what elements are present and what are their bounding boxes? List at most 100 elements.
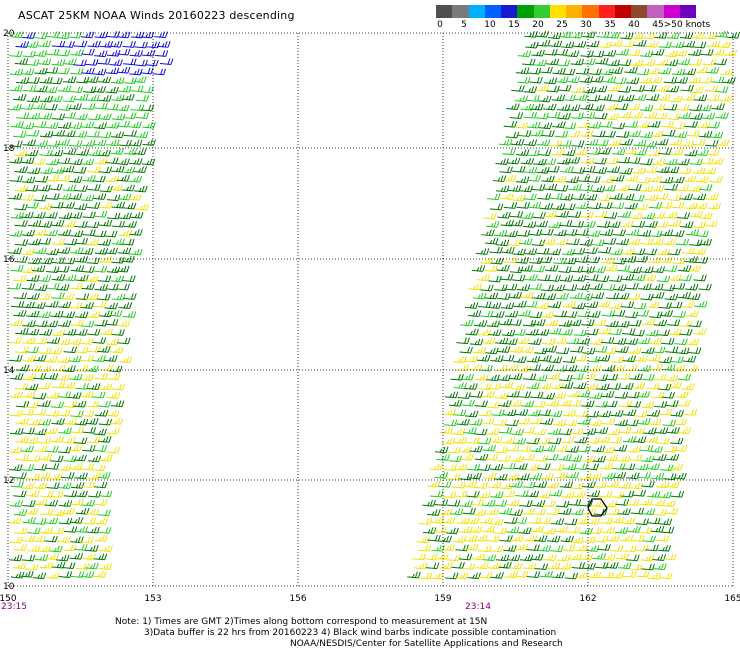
wind-barb — [671, 68, 686, 76]
wind-barb — [61, 507, 76, 515]
wind-barb — [453, 382, 467, 390]
wind-barb — [468, 283, 482, 291]
wind-barb — [135, 112, 149, 120]
wind-barb — [512, 166, 526, 173]
wind-barb — [564, 419, 578, 427]
wind-barb — [14, 166, 28, 173]
wind-barb — [626, 472, 640, 480]
wind-barb — [494, 284, 508, 292]
wind-barb — [653, 401, 668, 408]
wind-barb — [601, 446, 615, 454]
wind-barb — [128, 175, 143, 183]
wind-barb — [556, 104, 571, 111]
wind-barb — [94, 102, 108, 110]
wind-barb — [58, 571, 73, 578]
wind-barb — [56, 67, 70, 75]
wind-barb — [509, 481, 524, 488]
wind-barb — [439, 427, 454, 434]
wind-barb — [624, 121, 639, 128]
wind-barb — [680, 301, 695, 308]
wind-barb — [80, 571, 95, 578]
wind-barb — [664, 374, 679, 382]
wind-barb — [679, 328, 693, 336]
wind-barb — [636, 337, 651, 345]
wind-barb — [612, 148, 626, 156]
wind-barb — [458, 446, 473, 454]
wind-barb — [705, 67, 720, 74]
wind-barb — [576, 391, 591, 398]
wind-barb — [552, 392, 567, 399]
wind-barb — [118, 302, 133, 309]
wind-barb — [604, 157, 619, 165]
wind-barb — [597, 148, 612, 155]
wind-barb — [609, 67, 624, 74]
wind-barb — [515, 257, 530, 264]
wind-barb — [642, 274, 657, 282]
wind-barb — [664, 50, 678, 58]
wind-barb — [524, 31, 538, 38]
wind-barb — [451, 562, 465, 569]
wind-barb — [97, 346, 111, 353]
wind-barb — [667, 194, 682, 202]
wind-barb — [45, 463, 60, 470]
wind-barb — [116, 158, 130, 166]
wind-barb — [508, 400, 522, 407]
wind-barb — [441, 517, 456, 524]
wind-barb — [547, 248, 562, 256]
wind-barb — [602, 284, 616, 291]
wind-barb — [522, 373, 537, 381]
wind-barb — [563, 311, 578, 318]
wind-barb — [480, 257, 494, 265]
wind-barb — [503, 121, 518, 128]
wind-barb — [514, 409, 529, 416]
wind-barb — [586, 490, 601, 498]
wind-barb — [568, 455, 583, 462]
wind-barb — [626, 554, 640, 562]
wind-barb — [51, 238, 65, 246]
wind-barb — [512, 329, 526, 336]
wind-barb — [630, 59, 644, 67]
wind-barb — [558, 399, 572, 407]
wind-barb — [68, 302, 83, 309]
wind-barb — [33, 121, 47, 128]
wind-barb — [26, 275, 40, 282]
wind-barb — [8, 104, 22, 111]
wind-barb — [22, 50, 36, 58]
wind-barb — [423, 553, 438, 561]
wind-barb — [436, 454, 450, 461]
wind-barb — [627, 157, 641, 164]
wind-barb — [641, 347, 655, 354]
wind-barb — [627, 446, 642, 453]
latitude-label: 16 — [3, 255, 15, 265]
wind-barb — [469, 445, 483, 453]
wind-barb — [98, 219, 113, 227]
wind-barb — [627, 238, 641, 246]
wind-barb — [565, 50, 580, 58]
wind-barb — [587, 571, 602, 579]
wind-barb — [587, 202, 602, 210]
wind-barb — [656, 437, 670, 445]
wind-barb — [665, 453, 680, 461]
wind-barb — [679, 193, 694, 201]
wind-barb — [634, 255, 648, 263]
wind-barb — [531, 239, 546, 247]
wind-barb — [116, 174, 130, 182]
wind-barb — [459, 526, 473, 534]
wind-barb — [540, 284, 555, 292]
wind-barb — [495, 392, 509, 400]
wind-barb — [536, 248, 550, 255]
wind-barb — [572, 40, 587, 48]
wind-barb — [503, 409, 517, 417]
wind-barb — [130, 85, 144, 93]
wind-barb — [504, 571, 519, 579]
wind-barb — [570, 86, 585, 94]
wind-barb — [123, 293, 137, 300]
wind-barb — [520, 292, 534, 299]
wind-barb — [653, 32, 668, 39]
wind-barb — [609, 302, 623, 310]
wind-barb — [20, 445, 34, 453]
wind-barb — [521, 453, 536, 461]
wind-barb — [49, 545, 63, 553]
wind-barb — [685, 338, 700, 346]
